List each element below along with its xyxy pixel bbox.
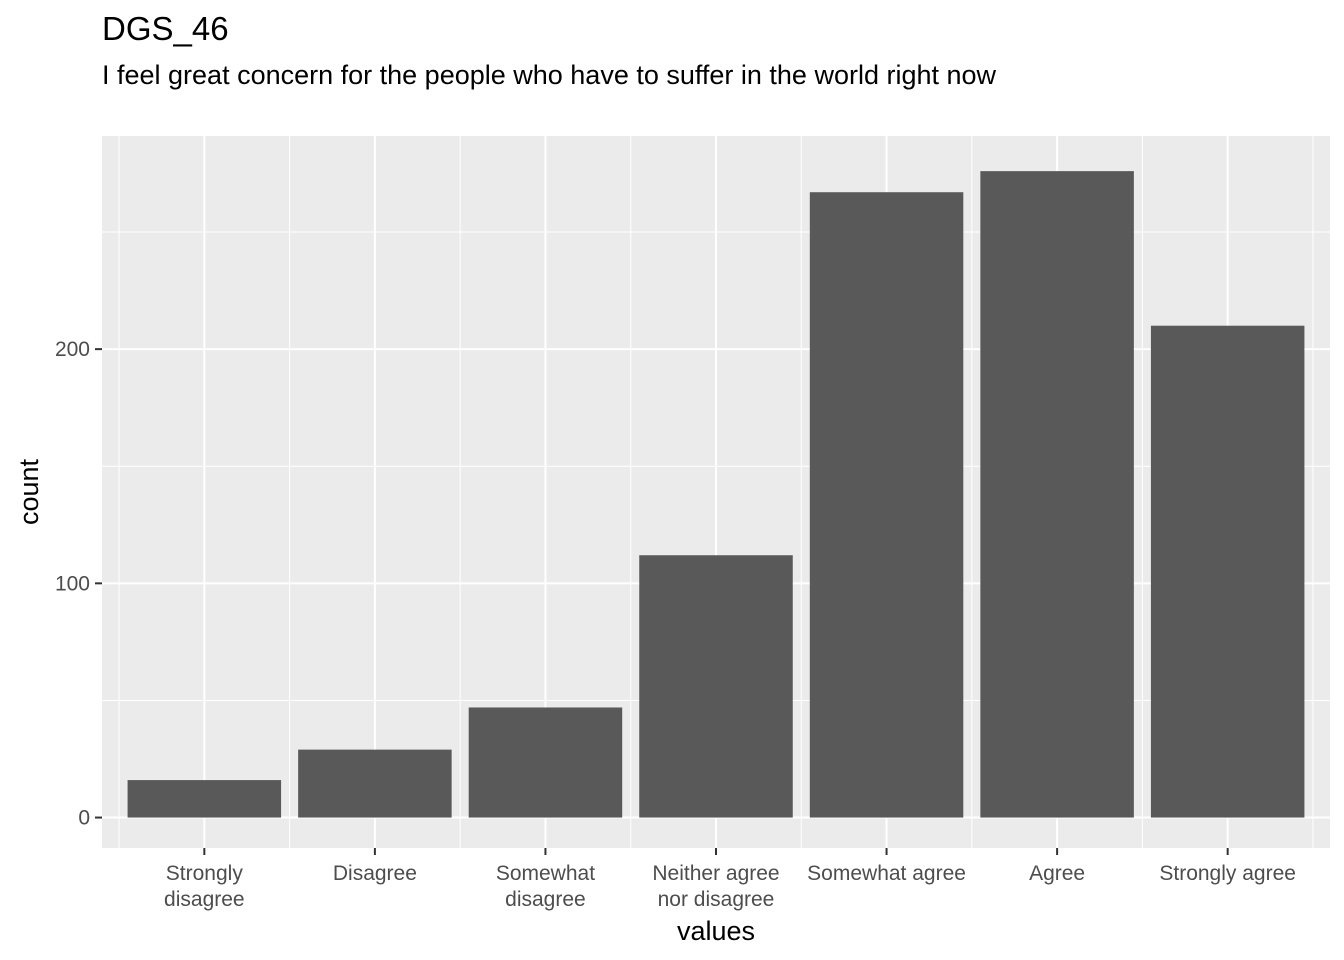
y-axis-title: count bbox=[14, 458, 44, 525]
bar bbox=[809, 192, 964, 818]
chart-title: DGS_46 bbox=[102, 10, 229, 47]
bar bbox=[1150, 325, 1305, 818]
bar bbox=[468, 707, 623, 818]
chart-subtitle: I feel great concern for the people who … bbox=[102, 60, 997, 90]
x-tick-label: Disagree bbox=[333, 862, 417, 885]
x-axis-title: values bbox=[677, 916, 755, 946]
x-tick-label: Strongly agree bbox=[1159, 862, 1296, 885]
bars bbox=[127, 171, 1305, 818]
y-tick-label: 0 bbox=[78, 807, 90, 830]
x-axis: Strongly disagree Disagree Somewhat disagree… bbox=[164, 848, 1296, 911]
bar bbox=[298, 749, 452, 818]
bar bbox=[639, 555, 793, 818]
y-tick-label: 100 bbox=[55, 572, 90, 595]
y-axis: 0 100 200 bbox=[55, 338, 102, 830]
x-tick-label: Strongly disagree bbox=[164, 862, 245, 911]
bar bbox=[127, 780, 282, 818]
x-tick-label: Somewhat disagree bbox=[496, 862, 595, 911]
x-tick-label: Neither agree nor disagree bbox=[652, 862, 779, 911]
bar bbox=[980, 171, 1134, 818]
x-tick-label: Agree bbox=[1029, 862, 1085, 885]
x-tick-label: Somewhat agree bbox=[807, 862, 966, 885]
y-tick-label: 200 bbox=[55, 338, 90, 361]
